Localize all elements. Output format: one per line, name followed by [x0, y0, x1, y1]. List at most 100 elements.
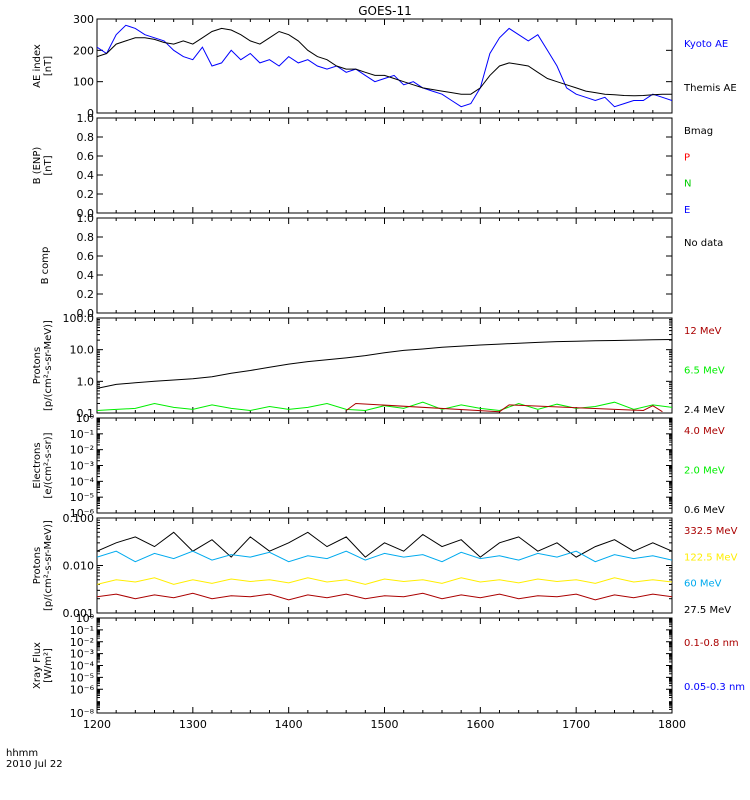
y-tick-label: 10⁻²	[70, 444, 94, 457]
y-axis-label: Electrons	[32, 442, 43, 488]
y-tick-label: 10⁻⁵	[70, 491, 94, 504]
y-axis-label: [p/(cm²-s-sr-MeV)]	[43, 520, 54, 611]
y-tick-label: 10⁻¹	[70, 428, 94, 441]
x-tick-label: 1300	[179, 718, 207, 731]
y-tick-label: 10⁻³	[70, 460, 94, 473]
y-axis-label: B (ENP)	[32, 147, 43, 185]
y-tick-label: 0.2	[77, 188, 95, 201]
legend-entry: P	[684, 152, 690, 163]
x-axis: 1200 1300 1400 1500 1600 1700 1800	[83, 718, 686, 731]
y-tick-label: 0.0	[77, 207, 95, 220]
y-tick-label: 10.0	[70, 344, 95, 357]
y-axis-label: [W/m²]	[43, 648, 54, 683]
legend-entry: 332.5 MeV	[684, 526, 738, 537]
y-tick-label: 10⁻²	[70, 636, 94, 649]
y-axis-label: Xray Flux	[32, 642, 43, 689]
x-tick-label: 1400	[275, 718, 303, 731]
y-tick-label: 10⁻⁸	[70, 707, 95, 720]
panel-electrons: 10⁻⁶ 10⁻⁵ 10⁻⁴ 10⁻³ 10⁻² 10⁻¹ 10⁰ Electrons [e/(…	[32, 412, 725, 520]
y-axis-label: AE index	[32, 44, 43, 88]
y-tick-label: 10⁻⁶	[70, 507, 95, 520]
panel-frame	[96, 417, 673, 514]
series-line	[97, 577, 672, 585]
x-tick-label: 1800	[658, 718, 686, 731]
y-tick-label: 10⁻⁶	[70, 683, 95, 696]
legend-entry: E	[684, 205, 690, 216]
y-tick-label: 0	[87, 107, 94, 120]
y-tick-label: 10⁰	[76, 612, 95, 625]
y-axis-label: [e/(cm²-s-sr)]	[43, 432, 54, 498]
y-tick-label: 0.8	[77, 231, 95, 244]
y-tick-label: 1.0	[77, 212, 95, 225]
y-tick-label: 200	[73, 44, 94, 57]
y-tick-label: 0.8	[77, 131, 95, 144]
legend-entry: Themis AE	[683, 83, 737, 94]
legend-entry: 27.5 MeV	[684, 605, 731, 616]
y-tick-label: 10⁰	[76, 412, 95, 425]
panel-frame	[96, 117, 673, 214]
y-tick-label: 1.0	[77, 375, 95, 388]
y-tick-label: 0.6	[77, 150, 95, 163]
series-line	[97, 339, 672, 389]
panel-ae: 0 100 200 300 AE index [nT] Kyoto AE Themis AE	[32, 13, 737, 120]
y-tick-label: 0.2	[77, 288, 95, 301]
x-footer-line2: 2010 Jul 22	[6, 759, 63, 770]
legend-entry: Kyoto AE	[684, 39, 728, 50]
y-axis-label: [nT]	[43, 155, 54, 175]
y-tick-label: 10⁻³	[70, 648, 94, 661]
legend-entry: 122.5 MeV	[684, 552, 738, 563]
legend-entry: 60 MeV	[684, 579, 722, 590]
y-tick-label: 0.4	[77, 169, 95, 182]
y-tick-label: 300	[73, 13, 94, 26]
panel-frame	[96, 517, 673, 614]
legend-entry: Bmag	[684, 126, 713, 137]
legend-entry: 0.05-0.3 nm	[684, 682, 745, 693]
y-tick-label: 1.0	[77, 112, 95, 125]
y-tick-label: 10⁻¹	[70, 624, 94, 637]
panel-frame	[96, 317, 673, 414]
y-tick-label: 0.0	[77, 307, 95, 320]
y-tick-label: 10⁻⁴	[70, 660, 95, 673]
series-line	[97, 592, 672, 601]
legend-entry: 0.6 MeV	[684, 505, 725, 516]
series-line	[97, 550, 672, 563]
legend-entry: 4.0 MeV	[684, 426, 725, 437]
x-tick-label: 1600	[466, 718, 494, 731]
panel-b_enp: 0.0 0.2 0.4 0.6 0.8 1.0 B (ENP) [nT] Bmag P N E	[32, 112, 713, 220]
y-axis-label: B comp	[40, 247, 51, 285]
panel-frame	[96, 217, 673, 314]
series-line	[97, 401, 672, 412]
y-tick-label: 100	[73, 76, 94, 89]
y-tick-label: 10⁻⁴	[70, 475, 95, 488]
panel-frame	[96, 18, 673, 114]
y-axis-label: [p/(cm²-s-sr-MeV)]	[43, 320, 54, 411]
panel-protons_high: 0.001 0.010 0.100 Protons [p/(cm²-s-sr-MeV)]…	[32, 512, 738, 620]
y-tick-label: 0.1	[77, 407, 95, 420]
chart-title: GOES-11	[358, 4, 412, 18]
panel-frame	[96, 617, 673, 714]
y-tick-label: 0.100	[63, 512, 95, 525]
y-tick-label: 100.0	[63, 312, 95, 325]
y-axis-label: Protons	[32, 547, 43, 584]
y-axis-label: [nT]	[43, 56, 54, 76]
legend-entry: 2.0 MeV	[684, 466, 725, 477]
x-tick-label: 1200	[83, 718, 111, 731]
legend-entry: No data	[684, 238, 723, 249]
series-line	[97, 27, 672, 97]
legend-entry: N	[684, 179, 691, 190]
legend-entry: 0.1-0.8 nm	[684, 638, 739, 649]
x-tick-label: 1500	[371, 718, 399, 731]
legend-entry: 2.4 MeV	[684, 405, 725, 416]
y-tick-label: 0.4	[77, 269, 95, 282]
legend-entry: 12 MeV	[684, 326, 722, 337]
panel-protons_low: 0.1 1.0 10.0 100.0 Protons [p/(cm²-s-sr-MeV)]…	[32, 312, 725, 420]
x-tick-label: 1700	[562, 718, 590, 731]
y-tick-label: 0.6	[77, 250, 95, 263]
panel-b_comp: 0.0 0.2 0.4 0.6 0.8 1.0 B comp No data	[40, 212, 723, 320]
y-tick-label: 0.010	[63, 560, 95, 573]
y-axis-label: Protons	[32, 347, 43, 384]
series-line	[345, 402, 663, 413]
